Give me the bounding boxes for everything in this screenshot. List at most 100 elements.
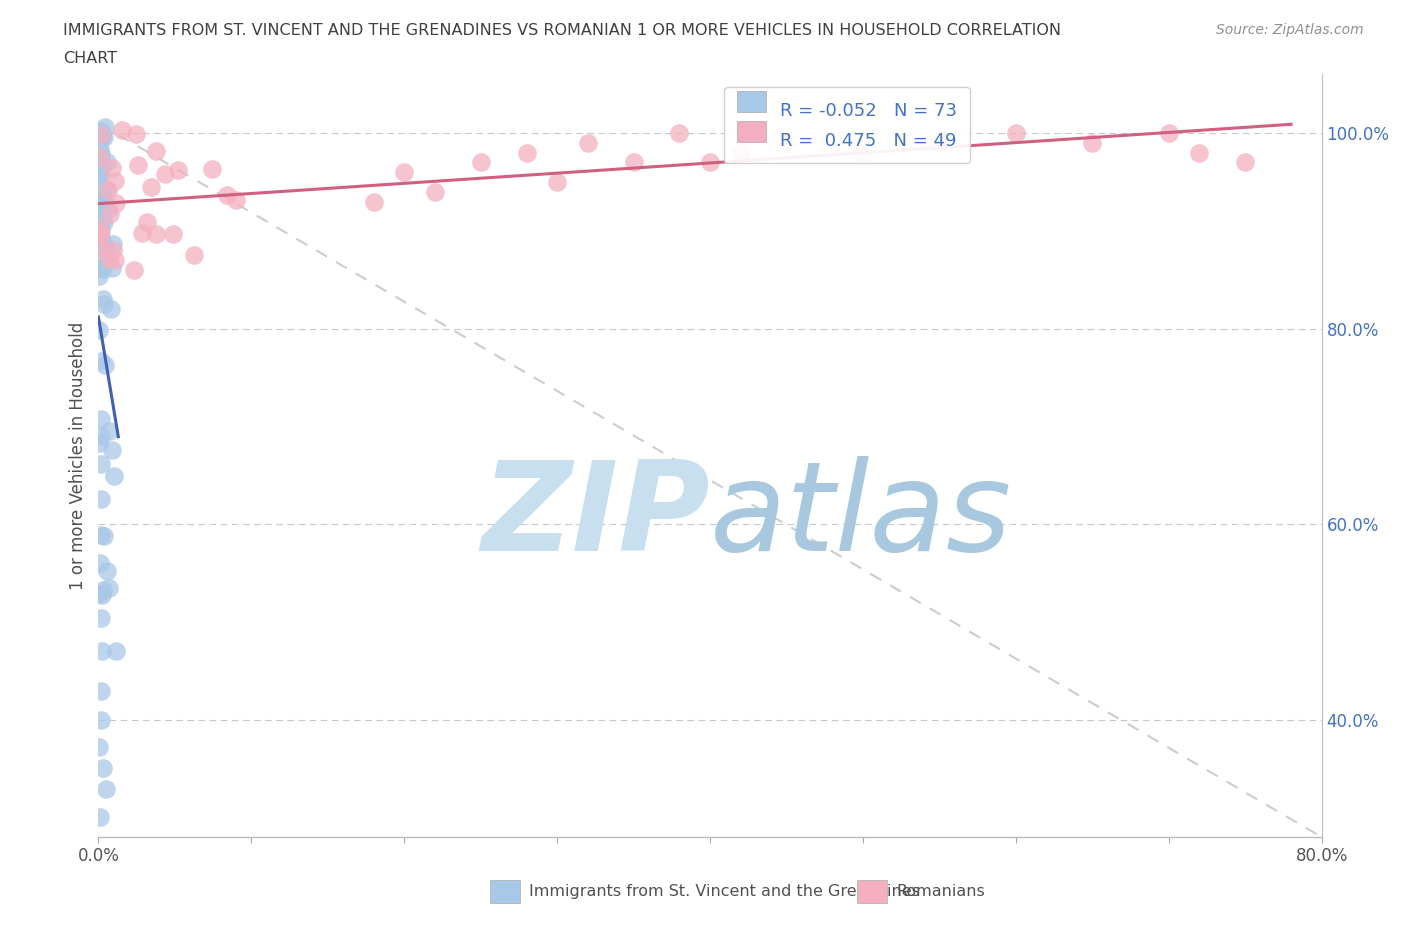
- Point: [104, 253, 127, 268]
- Point: [225, 193, 247, 207]
- Point: [90, 195, 112, 210]
- Point: [89, 141, 111, 156]
- Point: [1234, 155, 1257, 170]
- Point: [90, 528, 112, 543]
- Text: ZIP: ZIP: [481, 457, 710, 578]
- Point: [90, 240, 112, 255]
- Point: [90, 684, 112, 698]
- Point: [89, 556, 111, 571]
- Point: [423, 184, 446, 199]
- Point: [93, 193, 115, 208]
- Point: [1157, 126, 1180, 140]
- Point: [91, 761, 114, 776]
- Text: Source: ZipAtlas.com: Source: ZipAtlas.com: [1216, 23, 1364, 37]
- Point: [90, 491, 112, 506]
- Point: [89, 222, 111, 237]
- Point: [101, 236, 124, 251]
- Point: [91, 187, 114, 202]
- Point: [98, 580, 121, 595]
- Point: [125, 126, 148, 141]
- Point: [699, 155, 721, 170]
- Point: [87, 227, 110, 242]
- Point: [153, 166, 176, 181]
- Point: [94, 119, 117, 134]
- Point: [94, 197, 117, 212]
- Point: [730, 145, 752, 160]
- Text: Romanians: Romanians: [896, 884, 984, 899]
- Point: [90, 213, 112, 228]
- Point: [104, 644, 127, 658]
- Point: [98, 206, 121, 221]
- Point: [93, 297, 115, 312]
- Point: [1004, 126, 1026, 140]
- Point: [89, 179, 111, 193]
- Point: [89, 739, 111, 754]
- Point: [90, 713, 112, 728]
- Y-axis label: 1 or more Vehicles in Household: 1 or more Vehicles in Household: [69, 322, 87, 590]
- Point: [87, 435, 110, 450]
- Text: atlas: atlas: [710, 457, 1012, 578]
- Point: [90, 159, 112, 174]
- Point: [103, 469, 125, 484]
- Point: [93, 130, 115, 145]
- Point: [105, 195, 128, 210]
- Point: [89, 809, 111, 824]
- Point: [98, 423, 121, 438]
- Point: [668, 126, 690, 140]
- Point: [91, 644, 114, 658]
- Point: [162, 227, 184, 242]
- Point: [1081, 136, 1104, 151]
- Point: [87, 202, 110, 217]
- Point: [89, 217, 111, 232]
- Point: [623, 155, 645, 170]
- Point: [217, 188, 239, 203]
- Point: [90, 188, 112, 203]
- Point: [87, 260, 110, 275]
- Point: [97, 251, 120, 266]
- Point: [96, 564, 118, 578]
- Point: [166, 163, 188, 178]
- Point: [136, 215, 159, 230]
- Point: [87, 323, 110, 338]
- FancyBboxPatch shape: [489, 881, 520, 903]
- Point: [124, 262, 146, 277]
- Point: [104, 174, 127, 189]
- Point: [91, 262, 114, 277]
- Point: [775, 136, 797, 151]
- Point: [201, 162, 224, 177]
- Point: [93, 357, 115, 372]
- Point: [145, 226, 167, 241]
- Point: [98, 202, 121, 217]
- Text: IMMIGRANTS FROM ST. VINCENT AND THE GRENADINES VS ROMANIAN 1 OR MORE VEHICLES IN: IMMIGRANTS FROM ST. VINCENT AND THE GREN…: [63, 23, 1062, 38]
- Point: [392, 165, 416, 179]
- Text: CHART: CHART: [63, 51, 117, 66]
- FancyBboxPatch shape: [856, 881, 887, 903]
- Point: [127, 158, 149, 173]
- Point: [90, 240, 112, 255]
- Point: [90, 204, 112, 219]
- Point: [89, 167, 111, 182]
- Point: [87, 587, 110, 602]
- Point: [1188, 145, 1211, 160]
- Point: [363, 194, 385, 209]
- Point: [93, 529, 115, 544]
- Point: [91, 199, 114, 214]
- Point: [87, 269, 110, 284]
- Point: [90, 411, 112, 426]
- Point: [516, 145, 538, 160]
- Legend: R = -0.052   N = 73, R =  0.475   N = 49: R = -0.052 N = 73, R = 0.475 N = 49: [724, 87, 970, 164]
- Point: [97, 182, 120, 197]
- Point: [576, 136, 599, 151]
- Point: [90, 588, 112, 603]
- Point: [89, 353, 111, 368]
- Point: [90, 429, 112, 444]
- Point: [91, 126, 114, 141]
- Point: [93, 251, 115, 266]
- Point: [145, 143, 167, 158]
- Point: [183, 248, 205, 263]
- Point: [93, 583, 115, 598]
- Point: [90, 130, 112, 145]
- Point: [470, 155, 492, 170]
- Point: [91, 291, 114, 306]
- Text: Immigrants from St. Vincent and the Grenadines: Immigrants from St. Vincent and the Gren…: [529, 884, 920, 899]
